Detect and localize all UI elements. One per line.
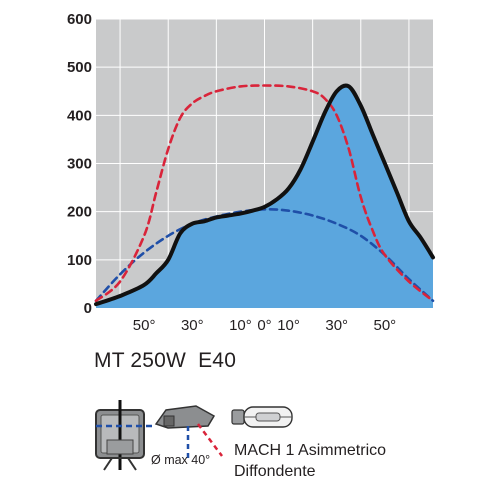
floodlight-icon (95, 400, 152, 471)
series-line-red-dashed (94, 84, 435, 303)
x-axis: 50° 30° 10° 0° 10° 30° 50° (133, 317, 396, 334)
y-tick-label: 400 (67, 107, 92, 124)
tilt-diagram-icon (154, 405, 223, 458)
x-tick-label: 50° (374, 317, 397, 334)
y-tick-label: 300 (67, 156, 92, 173)
area-fill (96, 85, 433, 308)
x-tick-label: 10° (277, 317, 300, 334)
x-tick-label: 30° (181, 317, 204, 334)
legend-name: MACH 1 Asimmetrico (234, 442, 387, 459)
legend-subtitle: Diffondente (234, 463, 316, 480)
x-tick-label: 50° (133, 317, 156, 334)
y-tick-label: 100 (67, 252, 92, 269)
x-tick-label: 0° (257, 317, 271, 334)
metal-halide-lamp-icon (231, 406, 293, 428)
y-axis: 0 100 200 300 400 500 600 (67, 11, 92, 317)
y-tick-label: 200 (67, 204, 92, 221)
solid-series-area (96, 85, 433, 308)
series-line-blue-dashed (94, 207, 435, 303)
series-line-solid (94, 83, 435, 307)
tilt-label: Ø max 40° (151, 453, 211, 467)
y-tick-label: 0 (84, 300, 92, 317)
y-tick-label: 600 (67, 11, 92, 28)
product-title: MT 250W E40 (94, 349, 237, 372)
x-tick-label: 10° (229, 317, 252, 334)
series-lines (94, 83, 435, 307)
x-tick-label: 30° (325, 317, 348, 334)
y-tick-label: 500 (67, 59, 92, 76)
